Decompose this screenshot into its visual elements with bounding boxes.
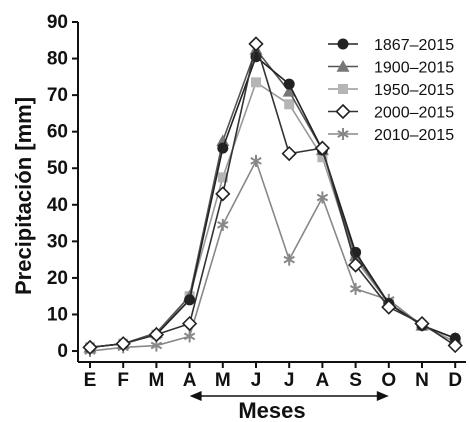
x-tick-label: E <box>84 370 97 391</box>
data-point <box>283 253 295 266</box>
data-point <box>282 84 296 97</box>
data-point <box>347 257 364 273</box>
asterisk-stroke <box>337 130 349 138</box>
arrow-head-right <box>376 391 389 401</box>
series-line <box>89 81 456 349</box>
asterisk-stroke <box>349 285 362 293</box>
data-point <box>250 154 262 167</box>
legend-item: 1867–2015 <box>328 37 454 54</box>
series-layer <box>82 36 463 358</box>
annotation-arrow <box>189 391 389 401</box>
x-tick-label: F <box>117 370 129 391</box>
y-axis-title: Precipitación [mm] <box>11 97 36 295</box>
y-tick-label: 30 <box>47 231 68 252</box>
arrow-head-left <box>189 391 202 401</box>
series-line <box>89 158 456 352</box>
y-tick-label: 20 <box>47 268 68 289</box>
data-point <box>414 315 430 332</box>
y-tick-label: 70 <box>47 85 68 106</box>
data-point <box>447 337 463 354</box>
legend-item: 2000–2015 <box>328 103 454 122</box>
legend-label: 2000–2015 <box>374 105 454 122</box>
data-point <box>115 336 131 352</box>
x-tick-label: N <box>415 370 429 391</box>
data-point <box>349 282 362 295</box>
y-tick-label: 0 <box>57 341 68 362</box>
series-4 <box>82 36 463 356</box>
legend-label: 1950–2015 <box>374 82 454 99</box>
data-point <box>183 330 196 343</box>
x-tick-label: J <box>284 370 295 391</box>
legend-item: 2010–2015 <box>328 127 454 144</box>
data-point <box>284 99 295 110</box>
legend-label: 2010–2015 <box>374 127 454 144</box>
y-tick-label: 40 <box>47 195 68 216</box>
data-point <box>216 134 230 147</box>
x-tick-label: D <box>448 370 462 391</box>
data-point <box>82 339 98 356</box>
legend-marker <box>337 128 349 140</box>
asterisk-stroke <box>250 157 262 165</box>
legend-marker <box>337 38 349 50</box>
legend-marker <box>335 103 351 120</box>
data-point <box>314 140 331 156</box>
legend-label: 1867–2015 <box>374 37 454 54</box>
data-point <box>148 326 165 343</box>
data-point <box>281 145 297 162</box>
legend-item: 1900–2015 <box>328 60 454 77</box>
data-point <box>181 315 198 332</box>
data-point <box>316 191 329 204</box>
x-tick-label: M <box>215 370 231 391</box>
data-point <box>381 299 397 315</box>
asterisk-stroke <box>150 341 163 350</box>
x-tick-label: J <box>251 370 262 391</box>
data-point <box>283 78 295 90</box>
y-tick-label: 80 <box>47 49 68 70</box>
data-point <box>217 218 229 231</box>
y-tick-label: 60 <box>47 122 68 143</box>
y-tick-label: 50 <box>47 158 68 179</box>
data-point <box>317 152 328 163</box>
legend-item: 1950–2015 <box>328 82 454 99</box>
asterisk-stroke <box>183 332 196 341</box>
series-5 <box>84 154 461 358</box>
y-tick-label: 10 <box>47 304 68 325</box>
data-point <box>184 294 196 306</box>
asterisk-stroke <box>316 193 329 202</box>
x-tick-label: M <box>148 370 164 391</box>
data-point <box>251 77 261 88</box>
x-tick-label: S <box>349 370 362 391</box>
data-point <box>215 186 231 202</box>
data-point <box>217 142 229 154</box>
legend-marker <box>338 84 348 94</box>
y-tick-label: 90 <box>47 12 68 33</box>
x-tick-label: A <box>316 370 330 391</box>
x-tick-label: A <box>183 370 197 391</box>
legend: 1867–2015 1900–2015 1950–2015 2000–2015 2010… <box>328 37 454 144</box>
x-tick-label: O <box>381 370 396 391</box>
asterisk-stroke <box>283 255 295 264</box>
asterisk-stroke <box>217 221 229 229</box>
legend-marker <box>336 60 350 72</box>
legend-label: 1900–2015 <box>374 60 454 77</box>
x-axis-title: Meses <box>238 398 305 422</box>
data-point <box>248 36 264 52</box>
data-point <box>217 172 228 183</box>
